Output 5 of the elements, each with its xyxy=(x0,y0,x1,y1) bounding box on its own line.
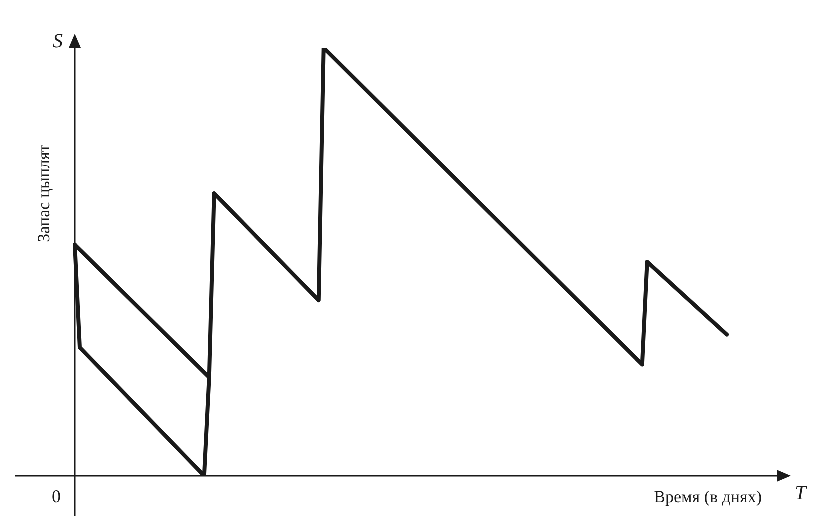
text: 0 xyxy=(52,486,61,507)
text: T xyxy=(795,482,808,504)
x-axis-title: Время (в днях) xyxy=(654,487,762,506)
text: S xyxy=(53,30,63,52)
y-axis-title: Запас цыплят xyxy=(34,144,54,242)
